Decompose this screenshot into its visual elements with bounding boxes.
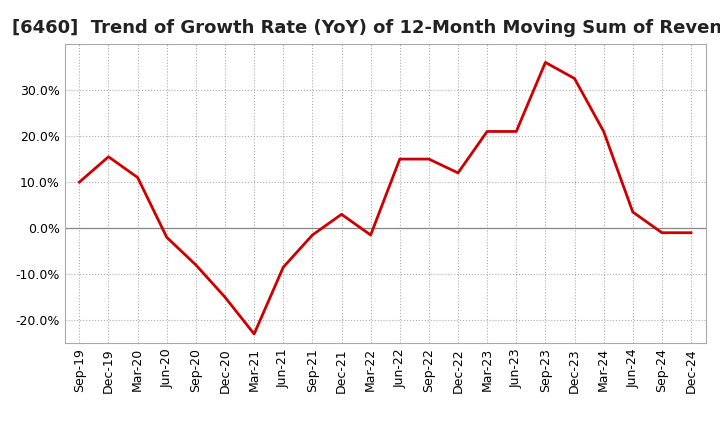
Title: [6460]  Trend of Growth Rate (YoY) of 12-Month Moving Sum of Revenues: [6460] Trend of Growth Rate (YoY) of 12-… <box>12 19 720 37</box>
